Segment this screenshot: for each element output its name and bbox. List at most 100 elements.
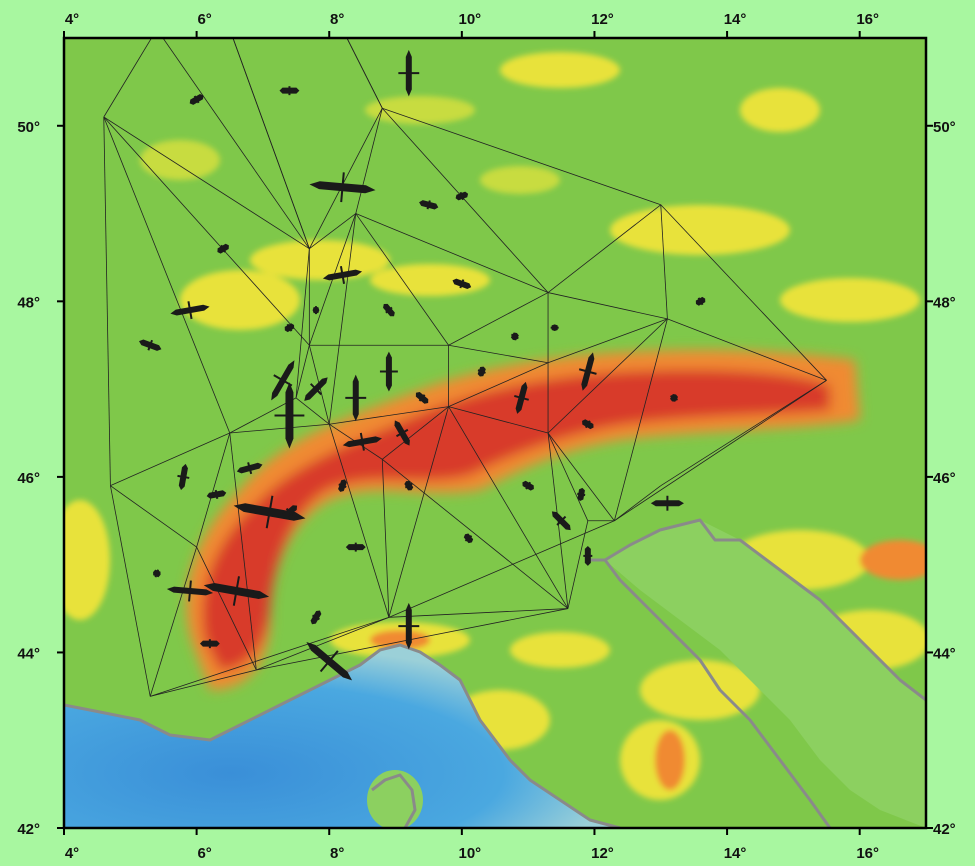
x-tick-label-bottom: 14° [724, 845, 747, 862]
strain-cross [177, 463, 190, 490]
network-edge [355, 108, 383, 214]
network-edge [229, 423, 330, 434]
network-edge [232, 38, 310, 249]
network-edge [328, 213, 357, 425]
strain-cross [522, 480, 534, 491]
network-edge [382, 459, 569, 609]
strain-cross [309, 172, 376, 203]
strain-cross [582, 419, 594, 430]
strain-crosses [138, 49, 706, 681]
strain-cross [398, 49, 420, 97]
strain-cross [206, 489, 227, 500]
strain-cross [342, 432, 382, 451]
strain-cross [338, 479, 347, 492]
strain-cross [583, 545, 593, 566]
network-edge [110, 485, 151, 697]
strain-cross [345, 542, 366, 552]
strain-cross [463, 533, 474, 544]
network-edge [382, 107, 661, 206]
strain-cross [670, 393, 679, 402]
x-tick-label-top: 14° [724, 11, 747, 28]
strain-cross [236, 462, 263, 475]
network-edge [660, 204, 827, 381]
network-edge [355, 213, 549, 293]
y-tick-label-right: 42° [933, 821, 956, 838]
x-tick-label-bottom: 8° [330, 845, 344, 862]
network-edge [388, 608, 568, 618]
y-tick-label-left: 50° [17, 119, 40, 136]
network-edge [103, 116, 111, 486]
mediterranean-sea [64, 645, 620, 828]
strain-cross [170, 301, 210, 320]
x-tick-label-bottom: 10° [459, 845, 482, 862]
network-edge [256, 608, 569, 671]
network-edge [448, 406, 569, 609]
strain-cross [477, 366, 486, 377]
network-edge [103, 116, 310, 346]
adriatic-sea [605, 520, 926, 828]
network-edge [196, 432, 231, 548]
x-tick-label-top: 4° [65, 11, 79, 28]
x-tick-label-bottom: 12° [591, 845, 614, 862]
network-edge [103, 116, 310, 250]
network-edge [110, 432, 230, 487]
network-edge [309, 213, 356, 249]
strain-cross [345, 374, 367, 422]
axis-ticks: 4° 4° 6° 6° 8° 8° 10° 10° 12° 12° 14° 14° 16° 16° 42° 4… [17, 11, 955, 862]
strain-cross [577, 487, 586, 501]
strain-cross [455, 191, 469, 201]
strain-cross [419, 200, 439, 210]
strain-cross [306, 642, 353, 681]
network-edge [547, 318, 668, 364]
strain-cross [312, 306, 320, 315]
strain-cross [394, 420, 410, 446]
strain-cross [189, 94, 204, 105]
strain-cross [281, 505, 298, 519]
strain-cross [310, 610, 322, 625]
network-edge [346, 38, 383, 109]
strain-cross [404, 480, 414, 491]
network-edge [295, 345, 310, 398]
network-edge [150, 616, 390, 697]
network-edge [295, 397, 330, 425]
x-tick-label-top: 6° [197, 11, 211, 28]
coastlines [64, 518, 926, 828]
topography-layer [64, 38, 926, 828]
network-edge [110, 485, 197, 548]
network-edge [355, 213, 449, 346]
strain-cross [550, 324, 559, 331]
strain-cross [510, 332, 519, 341]
strain-cross [415, 392, 429, 404]
y-tick-label-right: 48° [933, 294, 956, 311]
x-tick-label-top: 12° [591, 11, 614, 28]
network-edge [613, 318, 668, 521]
map-frame [62, 36, 928, 830]
strain-cross [274, 382, 305, 449]
network-edge [660, 204, 668, 319]
network-edge [308, 108, 383, 249]
network-edge [448, 362, 549, 408]
network-edge [388, 520, 615, 618]
x-tick-label-bottom: 4° [65, 845, 79, 862]
network-edge [547, 292, 668, 320]
network-edge [196, 546, 257, 671]
strain-cross [217, 243, 229, 254]
strain-cross [284, 323, 295, 333]
network-edge [256, 616, 390, 671]
network-edge [547, 432, 589, 521]
strain-cross [322, 266, 363, 284]
network-edge [329, 406, 449, 425]
strain-cross [166, 580, 214, 602]
strain-cross [650, 495, 684, 511]
x-tick-label-top: 16° [856, 11, 879, 28]
network-edge [229, 432, 257, 671]
strain-cross [695, 296, 706, 306]
network-edge [382, 406, 449, 460]
x-tick-label-bottom: 6° [197, 845, 211, 862]
network-edge [103, 38, 152, 118]
y-tick-label-right: 46° [933, 470, 956, 487]
network-edge [295, 248, 310, 398]
strain-cross [379, 351, 398, 392]
network-edge [547, 432, 615, 522]
